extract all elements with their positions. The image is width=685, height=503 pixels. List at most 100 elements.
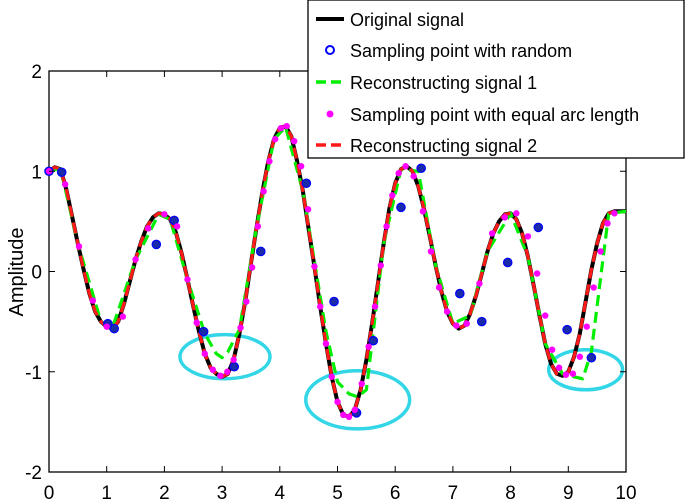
equal-arc-sample-point bbox=[371, 303, 379, 310]
x-tick-label: 8 bbox=[505, 483, 516, 503]
equal-arc-sample-point bbox=[443, 308, 451, 315]
equal-arc-sample-point bbox=[322, 340, 330, 347]
equal-arc-sample-point bbox=[562, 371, 570, 378]
equal-arc-sample-point bbox=[193, 319, 200, 326]
equal-arc-sample-point bbox=[201, 350, 208, 357]
equal-arc-sample-point bbox=[75, 243, 83, 250]
equal-arc-sample-point bbox=[453, 322, 460, 329]
random-sample-point bbox=[169, 215, 180, 226]
random-sample-point bbox=[109, 323, 120, 334]
y-axis-label: Amplitude bbox=[6, 228, 28, 317]
x-tick-label: 2 bbox=[159, 483, 170, 503]
equal-arc-sample-point bbox=[365, 343, 372, 350]
equal-arc-sample-point bbox=[184, 276, 191, 283]
equal-arc-sample-point bbox=[351, 406, 359, 414]
equal-arc-sample-point bbox=[590, 284, 597, 291]
highlight-ellipse bbox=[546, 347, 625, 392]
equal-arc-sample-point bbox=[217, 372, 224, 379]
equal-arc-sample-point bbox=[283, 122, 290, 130]
equal-arc-sample-point bbox=[328, 373, 335, 380]
equal-arc-sample-point bbox=[173, 223, 181, 230]
equal-arc-sample-point bbox=[383, 223, 390, 230]
equal-arc-sample-point bbox=[419, 208, 427, 215]
equal-arc-sample-point bbox=[237, 324, 244, 331]
series-markers bbox=[44, 122, 618, 421]
legend-label: Reconstructing signal 2 bbox=[350, 136, 537, 156]
equal-arc-sample-point bbox=[395, 170, 402, 177]
equal-arc-sample-point bbox=[248, 264, 256, 271]
equal-arc-sample-point bbox=[334, 398, 341, 406]
equal-arc-sample-point bbox=[427, 248, 435, 255]
random-sample-point bbox=[229, 361, 240, 372]
equal-arc-sample-point bbox=[291, 137, 298, 145]
y-tick-label: -1 bbox=[25, 363, 42, 384]
equal-arc-sample-point bbox=[377, 262, 384, 269]
x-tick-label: 10 bbox=[615, 483, 636, 503]
y-tick-label: 1 bbox=[31, 162, 42, 183]
equal-arc-sample-point bbox=[119, 313, 127, 320]
equal-arc-sample-point bbox=[576, 353, 584, 360]
legend-label: Original signal bbox=[350, 10, 464, 30]
equal-arc-sample-point bbox=[271, 135, 279, 143]
legend: Original signal Sampling point with rando… bbox=[307, 0, 685, 159]
equal-arc-sample-point bbox=[542, 312, 549, 319]
x-tick-label: 6 bbox=[390, 483, 401, 503]
equal-arc-sample-point bbox=[277, 124, 285, 132]
legend-swatch-circle bbox=[325, 45, 335, 55]
legend-label: Reconstructing signal 1 bbox=[350, 73, 537, 93]
x-tick-label: 1 bbox=[101, 483, 112, 503]
random-sample-point bbox=[562, 324, 572, 335]
x-tick-label: 4 bbox=[275, 483, 286, 503]
equal-arc-sample-point bbox=[513, 210, 520, 217]
equal-arc-sample-point bbox=[569, 370, 577, 377]
equal-arc-sample-point bbox=[345, 413, 353, 421]
equal-arc-sample-point bbox=[132, 256, 139, 263]
equal-arc-sample-point bbox=[316, 303, 324, 310]
reconstructing-signal-2-line bbox=[49, 124, 616, 419]
x-tick-label: 3 bbox=[217, 483, 228, 503]
x-tick-label: 0 bbox=[44, 483, 55, 503]
equal-arc-sample-point bbox=[389, 192, 396, 199]
equal-arc-sample-point bbox=[611, 210, 618, 217]
random-sample-point bbox=[396, 202, 406, 213]
equal-arc-sample-point bbox=[61, 181, 69, 188]
legend-entry: Reconstructing signal 1 bbox=[316, 73, 537, 93]
equal-arc-sample-point bbox=[311, 263, 318, 270]
x-tick-label: 9 bbox=[563, 483, 574, 503]
equal-arc-sample-point bbox=[410, 173, 417, 180]
random-sample-point bbox=[329, 296, 339, 307]
equal-arc-sample-point bbox=[266, 158, 273, 165]
random-sample-point bbox=[502, 257, 513, 268]
random-sample-point bbox=[455, 288, 465, 299]
random-sample-point bbox=[533, 222, 544, 233]
highlight-ellipses bbox=[178, 332, 625, 431]
highlight-ellipse bbox=[178, 332, 272, 381]
legend-label: Sampling point with random bbox=[350, 41, 572, 61]
legend-entry: Sampling point with equal arc length bbox=[326, 105, 639, 125]
random-sample-point bbox=[56, 167, 67, 178]
random-sample-point bbox=[476, 316, 487, 327]
x-tick-label: 5 bbox=[332, 483, 343, 503]
equal-arc-sample-point bbox=[224, 368, 231, 375]
equal-arc-sample-point bbox=[583, 323, 590, 330]
x-tick-label: 7 bbox=[448, 483, 459, 503]
highlight-ellipse bbox=[304, 368, 412, 431]
y-tick-label: -2 bbox=[25, 463, 42, 484]
equal-arc-sample-point bbox=[435, 284, 443, 291]
y-tick-label: 0 bbox=[31, 263, 42, 284]
equal-arc-sample-point bbox=[243, 298, 250, 305]
equal-arc-sample-point bbox=[304, 206, 312, 213]
random-sample-point bbox=[368, 335, 379, 346]
equal-arc-sample-point bbox=[209, 366, 217, 373]
equal-arc-sample-point bbox=[254, 223, 262, 230]
random-sample-point bbox=[255, 246, 266, 257]
equal-arc-sample-point bbox=[604, 220, 611, 227]
random-sample-point bbox=[416, 163, 426, 174]
equal-arc-sample-point bbox=[297, 163, 305, 170]
equal-arc-sample-point bbox=[145, 225, 152, 232]
equal-arc-sample-point bbox=[555, 364, 563, 371]
equal-arc-sample-point bbox=[548, 346, 556, 353]
equal-arc-sample-point bbox=[402, 163, 409, 170]
